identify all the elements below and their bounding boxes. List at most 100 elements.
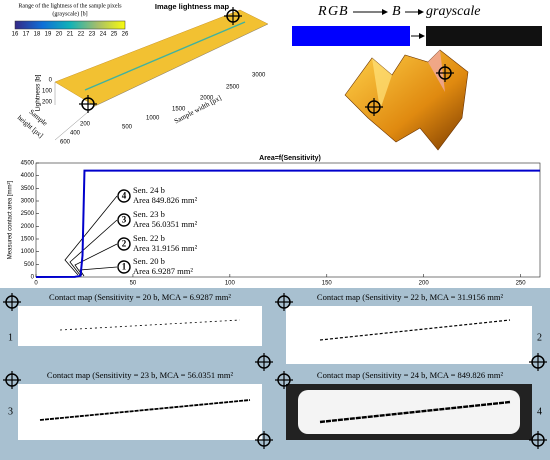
annotation-number: 3	[122, 215, 127, 225]
colorbar-tick: 16	[12, 32, 19, 38]
arrow-head	[418, 9, 424, 15]
x-tick-label: 100	[225, 281, 236, 287]
y-tick: 600	[60, 140, 71, 146]
z-label: Lightness [b]	[35, 74, 42, 111]
y-tick-label: 3500	[21, 186, 35, 192]
arrow-head	[419, 33, 425, 39]
annotation-circle	[117, 237, 131, 251]
y-tick-label: 1500	[21, 237, 35, 243]
y-tick-label: 1000	[21, 249, 35, 255]
grayscale: grayscale	[426, 4, 480, 19]
colorbar-tick: 25	[111, 32, 118, 38]
plot-frame	[35, 162, 541, 278]
annotation-number: 2	[122, 239, 127, 249]
x-tick-label: 150	[322, 281, 333, 287]
y-tick-label: 4500	[21, 161, 35, 167]
annotation-sensitivity: Sen. 22 b	[133, 233, 165, 243]
y-tick-label: 2000	[21, 224, 35, 230]
annotation-sensitivity: Sen. 20 b	[133, 256, 165, 266]
rgb-g: G	[328, 4, 338, 19]
rgb-r: R	[317, 4, 327, 19]
map-number: 3	[8, 406, 13, 417]
x-tick-label: 0	[34, 281, 38, 287]
z-tick: 0	[49, 78, 53, 84]
contact-maps: Contact map (Sensitivity = 20 b, MCA = 6…	[2, 292, 548, 450]
x-tick: 500	[122, 125, 133, 131]
conversion: R G B B grayscale	[292, 4, 542, 46]
x-tick-label: 200	[419, 281, 430, 287]
map-title: Contact map (Sensitivity = 20 b, MCA = 6…	[49, 292, 231, 302]
annotation-circle	[117, 260, 131, 274]
arrow-head	[382, 9, 388, 15]
rgb-b: B	[339, 4, 348, 19]
map-number: 4	[537, 406, 542, 417]
map-title: Contact map (Sensitivity = 23 b, MCA = 5…	[47, 370, 234, 380]
gray-image	[426, 26, 542, 46]
colorbar-tick: 20	[56, 32, 63, 38]
colorbar-tick: 22	[78, 32, 85, 38]
map-title: Image lightness map	[155, 2, 230, 11]
y-tick: 400	[70, 131, 81, 137]
map-number: 2	[537, 332, 542, 343]
colorbar-tick: 17	[23, 32, 30, 38]
map-panel	[18, 384, 262, 440]
z-tick: 100	[42, 89, 53, 95]
map-title: Contact map (Sensitivity = 24 b, MCA = 8…	[317, 370, 504, 380]
annotation-circle	[117, 213, 131, 227]
blue-image	[292, 26, 410, 46]
annotation-number: 1	[122, 262, 127, 272]
map-number: 1	[8, 332, 13, 343]
colorbar-title: Range of the lightness of the sample pix…	[18, 2, 122, 9]
colorbar	[14, 20, 126, 30]
x-tick: 2500	[226, 85, 240, 91]
annotation-sensitivity: Sen. 24 b	[133, 185, 165, 195]
colorbar-tick: 18	[34, 32, 41, 38]
map-light-area	[298, 390, 520, 434]
annotation-number: 4	[122, 191, 127, 201]
y-tick-label: 3000	[21, 199, 35, 205]
colorbar-title: (grayscale) [b]	[52, 10, 87, 17]
colorbar-tick: 23	[89, 32, 96, 38]
annotation-area: Area 6.9287 mm²	[133, 266, 193, 276]
y-axis-label: Measured contact area [mm²]	[8, 180, 14, 259]
lightness-map: Range of the lightness of the sample pix…	[12, 2, 269, 146]
x-tick: 2000	[200, 96, 214, 102]
x-tick-label: 50	[130, 281, 137, 287]
x-tick: 1500	[172, 107, 186, 113]
colorbar-tick: 21	[67, 32, 74, 38]
chart-title: Area=f(Sensitivity)	[259, 155, 321, 162]
colorbar-tick: 19	[45, 32, 52, 38]
b-channel: B	[392, 4, 401, 19]
map-title: Contact map (Sensitivity = 22 b, MCA = 3…	[317, 292, 504, 302]
axis	[94, 23, 269, 107]
colorbar-tick: 24	[100, 32, 107, 38]
data-line	[35, 169, 540, 278]
x-tick: 3000	[252, 73, 266, 79]
annotation-sensitivity: Sen. 23 b	[133, 209, 165, 219]
x-tick-label: 250	[516, 281, 527, 287]
map-panel	[18, 306, 262, 346]
contact-trace	[39, 399, 251, 421]
annotation-area: Area 849.826 mm²	[133, 195, 198, 205]
contact-trace	[319, 400, 511, 424]
map-panel	[286, 306, 532, 364]
contact-trace	[59, 319, 241, 331]
y-tick-label: 2500	[21, 211, 35, 217]
line-chart: Area=f(Sensitivity) Measured contact are…	[8, 155, 541, 287]
colorbar-ticks: 16 17 18 19 20 21 22 23 24 25 26	[12, 32, 129, 38]
annotation-area: Area 56.0351 mm²	[133, 219, 198, 229]
gear-image	[344, 49, 469, 151]
annotation-area: Area 31.9156 mm²	[133, 243, 198, 253]
x-tick: 1000	[146, 116, 160, 122]
leaders	[64, 195, 118, 277]
colorbar-tick: 26	[122, 32, 129, 38]
contact-trace	[319, 319, 511, 341]
y-tick-label: 0	[31, 275, 35, 281]
z-tick: 200	[42, 100, 53, 106]
y-tick: 200	[80, 122, 91, 128]
y-tick-label: 4000	[21, 173, 35, 179]
annotation-circle	[117, 189, 131, 203]
surface-streak	[84, 21, 246, 91]
y-tick-label: 500	[24, 262, 35, 268]
